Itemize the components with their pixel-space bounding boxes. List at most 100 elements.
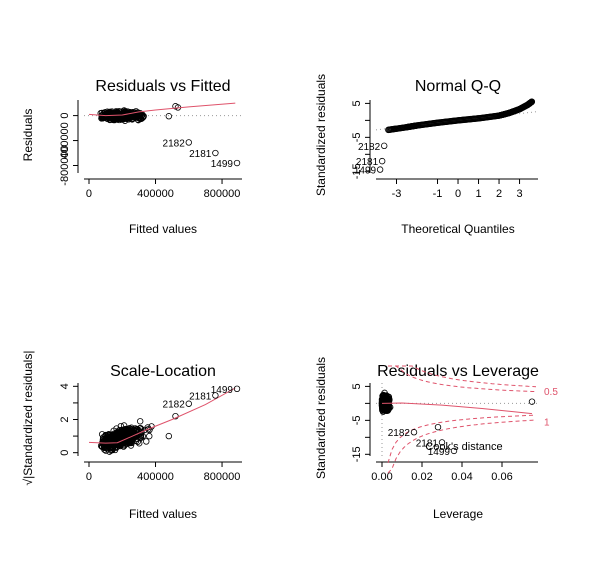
x-axis-label: Fitted values — [129, 222, 197, 236]
x-tick-label: 0 — [86, 188, 92, 200]
cooks-contour — [388, 365, 537, 388]
outlier-point — [438, 439, 446, 446]
outlier-label: 1499 — [428, 447, 451, 458]
data-point — [165, 432, 173, 440]
x-axis-label: Leverage — [433, 507, 483, 521]
panel-residuals-vs-leverage: Residuals vs Leverage Leverage Standardi… — [314, 357, 558, 521]
x-tick-label: -3 — [392, 188, 402, 200]
x-tick-label: 0.04 — [451, 471, 472, 483]
panel-title: Scale-Location — [110, 363, 216, 380]
data-point — [114, 435, 121, 442]
data-point — [146, 432, 153, 440]
smooth-line — [88, 387, 236, 444]
y-axis-label: Residuals — [21, 109, 35, 162]
x-tick-label: 0.02 — [411, 471, 432, 483]
outlier-label: 2181 — [416, 438, 439, 449]
panel-normal-qq: Normal Q-Q Theoretical Quantiles Standar… — [314, 74, 539, 236]
smooth-line — [88, 102, 236, 117]
y-tick-label: 4 — [59, 383, 71, 389]
y-tick-label: -5 — [351, 415, 363, 425]
x-tick-label: 3 — [516, 188, 522, 200]
outlier-point — [410, 429, 418, 436]
panel-title: Normal Q-Q — [415, 78, 501, 95]
data-point — [121, 428, 129, 436]
outlier-point — [381, 142, 388, 150]
outlier-point — [212, 392, 219, 399]
x-tick-label: 400000 — [137, 188, 174, 200]
data-point — [109, 438, 117, 446]
y-tick-label: 0 — [59, 113, 71, 119]
outlier-label: 1499 — [211, 385, 234, 396]
y-axis-label: Standardized residuals — [314, 357, 328, 479]
x-tick-label: 1 — [475, 188, 481, 200]
contour-label: 0.5 — [544, 387, 558, 398]
data-point — [434, 423, 442, 431]
panel-scale-location: Scale-Location Fitted values √|Standardi… — [21, 351, 242, 521]
x-tick-label: 800000 — [204, 188, 241, 200]
y-tick-label: 5 — [351, 100, 363, 106]
data-point — [172, 412, 179, 420]
outlier-label: 2182 — [163, 138, 186, 149]
data-point — [528, 398, 536, 405]
x-tick-label: 800000 — [204, 471, 241, 483]
outlier-label: 2182 — [358, 142, 381, 153]
points — [385, 98, 536, 134]
data-point — [112, 444, 120, 451]
x-tick-label: -1 — [433, 188, 443, 200]
outlier-label: 2182 — [388, 428, 411, 439]
outlier-label: 2181 — [189, 391, 212, 402]
data-point — [138, 112, 145, 120]
outlier-point — [233, 385, 241, 393]
data-point — [113, 116, 120, 123]
y-tick-label: -15 — [351, 446, 363, 462]
smooth-line — [381, 402, 533, 415]
outlier-label: 2182 — [163, 400, 186, 411]
data-point — [128, 429, 136, 436]
data-point — [113, 434, 120, 442]
y-axis-label: Standardized residuals — [314, 74, 328, 196]
x-tick-label: 2 — [496, 188, 502, 200]
cooks-contour — [387, 419, 537, 474]
outlier-point — [378, 157, 386, 165]
data-point — [106, 436, 113, 443]
qq-point — [528, 98, 536, 105]
data-point — [136, 418, 144, 425]
data-point — [136, 425, 144, 432]
data-point — [120, 430, 127, 437]
y-tick-label: -800000 — [59, 145, 71, 185]
panel-title: Residuals vs Leverage — [377, 363, 539, 380]
y-tick-label: -5 — [351, 132, 363, 142]
outlier-label: 2181 — [356, 157, 379, 168]
y-tick-label: 400000 — [59, 122, 71, 159]
x-tick-label: 0.00 — [371, 471, 392, 483]
data-point — [127, 442, 135, 449]
outlier-point — [376, 166, 384, 173]
outlier-point — [450, 447, 458, 455]
y-tick-label: -15 — [351, 163, 363, 179]
outlier-point — [233, 159, 241, 167]
outlier-label: 1499 — [211, 159, 234, 170]
panel-residuals-vs-fitted: Residuals vs Fitted Fitted values Residu… — [21, 78, 242, 236]
data-point — [124, 427, 131, 434]
y-axis-label: √|Standardized residuals| — [21, 351, 35, 486]
x-tick-label: 0.06 — [491, 471, 512, 483]
x-tick-label: 400000 — [137, 471, 174, 483]
x-tick-label: 0 — [86, 471, 92, 483]
contour-label: 1 — [544, 417, 550, 428]
data-point — [112, 110, 120, 118]
cooks-contour — [387, 414, 537, 464]
data-point — [143, 438, 150, 445]
outlier-point — [212, 149, 219, 157]
x-tick-label: 0 — [455, 188, 461, 200]
x-axis-label: Fitted values — [129, 507, 197, 521]
points — [97, 103, 182, 124]
data-point — [379, 396, 386, 403]
outlier-label: 2181 — [189, 149, 212, 160]
outlier-point — [185, 139, 192, 146]
cooks-distance-label: Cook's distance — [425, 441, 502, 453]
data-point — [384, 407, 391, 414]
cooks-contour — [388, 365, 537, 393]
outlier-point — [185, 400, 192, 407]
points — [378, 389, 536, 431]
